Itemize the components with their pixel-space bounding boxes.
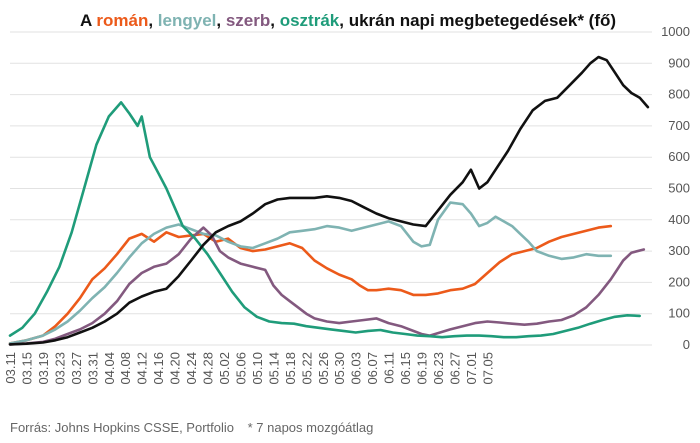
x-tick-label: 06.27 xyxy=(447,352,462,385)
x-tick-label: 03.23 xyxy=(52,352,67,385)
x-tick-label: 04.16 xyxy=(151,352,166,385)
x-tick-label: 04.04 xyxy=(102,352,117,385)
x-tick-label: 07.05 xyxy=(480,352,495,385)
series-line-osztrák xyxy=(8,101,641,339)
y-tick-label: 600 xyxy=(668,149,690,164)
x-tick-label: 05.26 xyxy=(316,352,331,385)
series-line-lengyel xyxy=(8,201,613,345)
chart-title-part: szerb xyxy=(226,11,270,30)
x-tick-label: 05.02 xyxy=(217,352,232,385)
x-tick-label: 05.10 xyxy=(250,352,265,385)
x-tick-label: 03.15 xyxy=(19,352,34,385)
x-tick-label: 05.30 xyxy=(332,352,347,385)
chart-title-part: ukrán napi megbetegedések xyxy=(349,11,578,30)
y-tick-label: 200 xyxy=(668,274,690,289)
series-line-ukrán xyxy=(8,55,650,346)
x-tick-label: 03.27 xyxy=(69,352,84,385)
x-tick-label: 05.18 xyxy=(283,352,298,385)
y-tick-label: 0 xyxy=(683,337,690,352)
y-tick-label: 300 xyxy=(668,243,690,258)
chart-title-part: román xyxy=(96,11,148,30)
x-tick-label: 06.07 xyxy=(365,352,380,385)
chart-title-part: osztrák xyxy=(280,11,340,30)
chart-title-part: A xyxy=(80,11,96,30)
chart-title-part: * (fő) xyxy=(577,11,616,30)
x-tick-label: 06.23 xyxy=(431,352,446,385)
x-tick-label: 06.19 xyxy=(415,352,430,385)
series-line-román xyxy=(8,224,613,345)
y-tick-label: 500 xyxy=(668,181,690,196)
y-tick-label: 400 xyxy=(668,212,690,227)
x-tick-label: 04.24 xyxy=(184,352,199,385)
x-tick-label: 06.11 xyxy=(382,352,397,384)
x-tick-label: 03.19 xyxy=(36,352,51,385)
x-tick-label: 05.06 xyxy=(233,352,248,385)
source-text: Forrás: Johns Hopkins CSSE, Portfolio xyxy=(10,420,234,435)
x-tick-label: 04.20 xyxy=(168,352,183,385)
chart-title: A román, lengyel, szerb, osztrák, ukrán … xyxy=(80,11,616,30)
footnote-text: * 7 napos mozgóátlag xyxy=(247,420,374,435)
x-tick-label: 06.03 xyxy=(349,352,364,385)
chart-title-part: , xyxy=(148,11,157,30)
x-tick-label: 04.12 xyxy=(135,352,150,385)
series-lines xyxy=(8,55,650,346)
chart-title-part: , xyxy=(339,11,348,30)
source-note: Forrás: Johns Hopkins CSSE, Portfolio * … xyxy=(10,420,383,435)
chart-title-part: , xyxy=(216,11,225,30)
x-tick-label: 03.31 xyxy=(85,352,100,385)
series-line-szerb xyxy=(8,226,646,346)
x-tick-label: 06.15 xyxy=(398,352,413,385)
x-tick-label: 05.14 xyxy=(266,352,281,385)
y-tick-label: 1000 xyxy=(661,24,690,39)
x-tick-label: 04.08 xyxy=(118,352,133,385)
x-axis: 03.11 03.15 03.19 03.23 03.27 03.31 04.04 04.08… xyxy=(3,352,495,385)
x-tick-label: 03.11 xyxy=(3,352,18,384)
gridlines xyxy=(10,31,652,346)
y-tick-label: 800 xyxy=(668,87,690,102)
x-tick-label: 05.22 xyxy=(299,352,314,385)
x-tick-label: 07.01 xyxy=(464,352,479,385)
y-tick-label: 900 xyxy=(668,55,690,70)
y-tick-label: 700 xyxy=(668,118,690,133)
x-tick-label: 04.28 xyxy=(201,352,216,385)
y-tick-label: 100 xyxy=(668,306,690,321)
chart-title-part: lengyel xyxy=(158,11,217,30)
chart-title-part: , xyxy=(270,11,279,30)
y-axis: 0 100 200 300 400 500 600 700 800 900 1000 xyxy=(661,24,690,352)
